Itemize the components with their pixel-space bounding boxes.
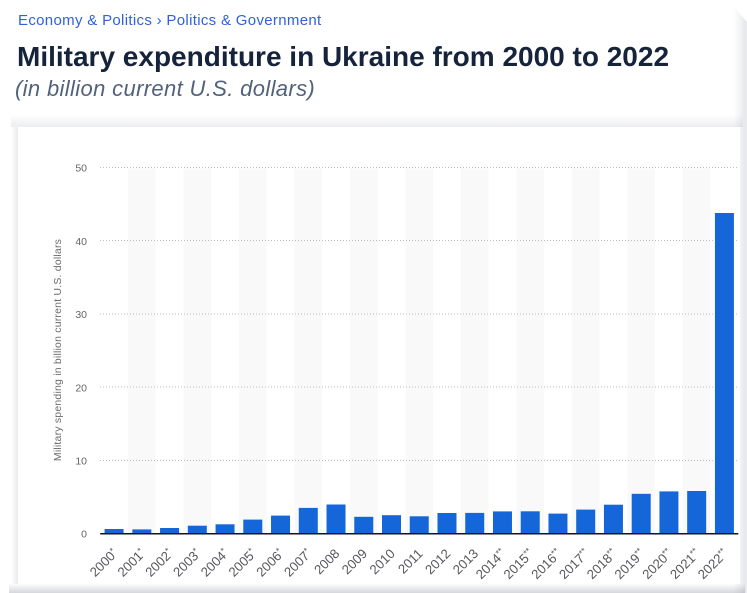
svg-text:40: 40 <box>75 236 87 248</box>
svg-text:2012: 2012 <box>422 546 453 577</box>
svg-text:2018**: 2018** <box>584 545 621 582</box>
svg-text:2019**: 2019** <box>611 545 648 582</box>
svg-text:2004*: 2004* <box>198 545 232 579</box>
svg-text:2005*: 2005* <box>225 545 259 579</box>
svg-text:50: 50 <box>75 163 87 175</box>
svg-text:2022**: 2022** <box>695 545 732 582</box>
svg-text:2015**: 2015** <box>500 545 537 582</box>
svg-text:2016**: 2016** <box>528 545 565 582</box>
svg-text:20: 20 <box>75 382 87 394</box>
svg-text:10: 10 <box>75 456 87 468</box>
svg-text:2008: 2008 <box>311 546 342 577</box>
svg-text:30: 30 <box>75 309 87 321</box>
svg-text:Military spending in billion c: Military spending in billion current U.S… <box>52 239 64 461</box>
svg-text:2020**: 2020** <box>639 545 676 582</box>
svg-text:2014**: 2014** <box>473 545 510 582</box>
svg-text:2000*: 2000* <box>87 545 121 579</box>
svg-text:2007*: 2007* <box>281 545 315 579</box>
svg-text:2001*: 2001* <box>114 545 148 579</box>
svg-text:2006*: 2006* <box>253 545 287 579</box>
svg-text:0: 0 <box>81 529 87 541</box>
svg-text:2011: 2011 <box>395 546 426 577</box>
svg-text:2017**: 2017** <box>556 545 593 582</box>
svg-text:2002*: 2002* <box>142 545 176 579</box>
svg-text:2003*: 2003* <box>170 545 204 579</box>
svg-text:2021**: 2021** <box>667 545 704 582</box>
svg-text:2010: 2010 <box>367 546 398 577</box>
svg-text:2009: 2009 <box>339 546 370 577</box>
